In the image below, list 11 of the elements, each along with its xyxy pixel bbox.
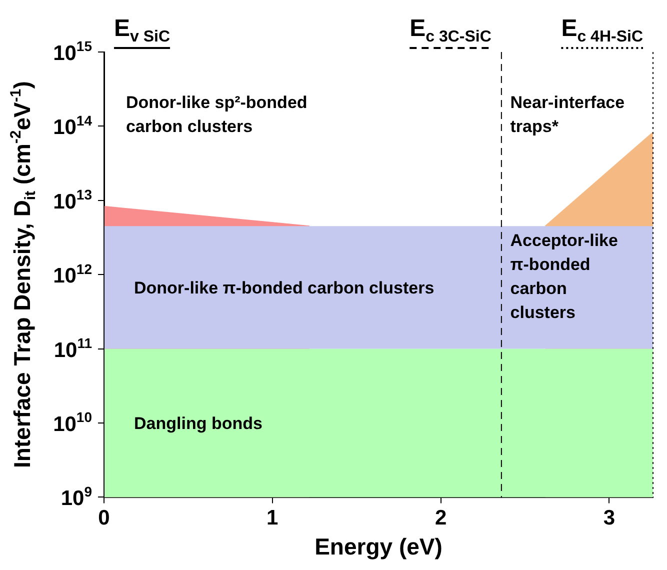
x-tick-label: 2: [434, 506, 447, 530]
x-tick-label: 0: [98, 506, 110, 530]
annotation: Acceptor-like π-bonded carbon clusters: [510, 231, 618, 322]
x-tick-label: 1: [266, 506, 279, 530]
x-tick-label: 3: [603, 506, 616, 530]
annotation: Donor-like sp²-bonded carbon clusters: [126, 93, 308, 136]
band-label: Donor-like π-bonded carbon clusters: [134, 278, 434, 298]
y-axis-title: Interface Trap Density, Dit (cm-2eV-1): [7, 81, 40, 468]
x-axis-title: Energy (eV): [314, 534, 442, 560]
annotation: Near-interface traps*: [510, 93, 625, 136]
band-label: Dangling bonds: [134, 414, 262, 433]
